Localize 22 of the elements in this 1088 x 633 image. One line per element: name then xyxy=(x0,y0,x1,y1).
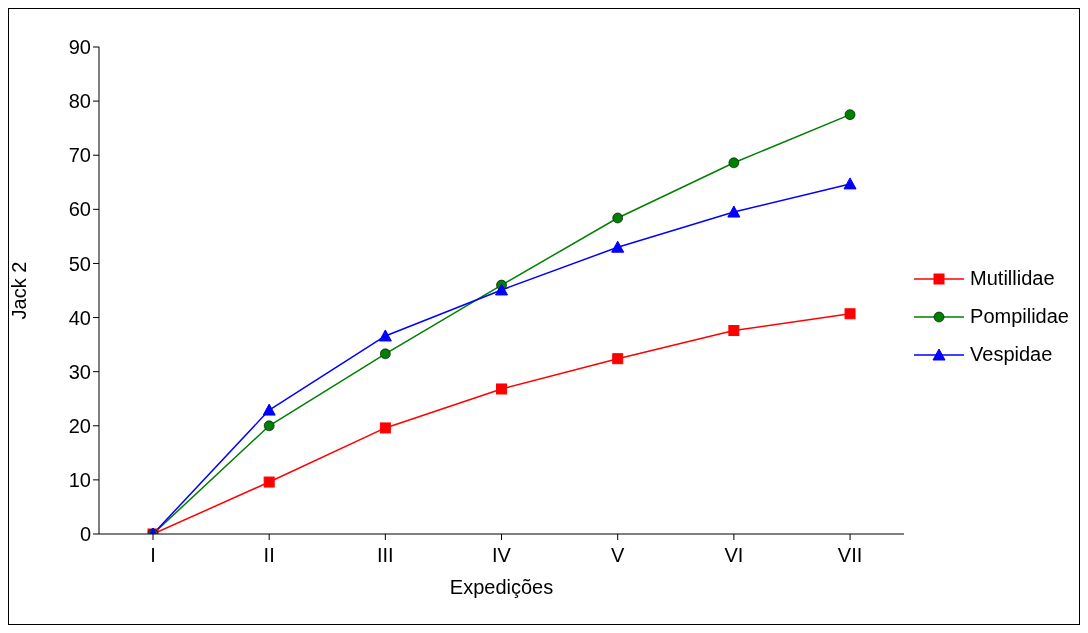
x-axis-title: Expedições xyxy=(449,576,554,598)
x-tick-label: VI xyxy=(724,544,744,567)
y-tick-label: 50 xyxy=(68,252,91,275)
y-tick-label: 80 xyxy=(68,90,91,113)
legend-label: Pompilidae xyxy=(970,305,1069,328)
x-tick-label: II xyxy=(263,544,275,567)
legend-label: Mutillidae xyxy=(970,267,1055,290)
y-tick-label: 30 xyxy=(68,360,91,383)
y-axis-title: Jack 2 xyxy=(8,261,31,320)
y-tick-label: 70 xyxy=(68,144,91,167)
y-tick-label: 90 xyxy=(68,36,91,59)
x-tick-label: III xyxy=(377,544,394,567)
y-tick-label: 10 xyxy=(68,468,91,491)
y-tick-label: 0 xyxy=(79,523,91,546)
y-tick-label: 20 xyxy=(68,414,91,437)
legend-label: Vespidae xyxy=(970,343,1053,366)
x-tick-label: VII xyxy=(837,544,863,567)
x-tick-label: I xyxy=(150,544,156,567)
y-tick-label: 60 xyxy=(68,198,91,221)
x-tick-label: IV xyxy=(492,544,512,567)
x-tick-label: V xyxy=(611,544,626,567)
y-tick-label: 40 xyxy=(68,306,91,329)
